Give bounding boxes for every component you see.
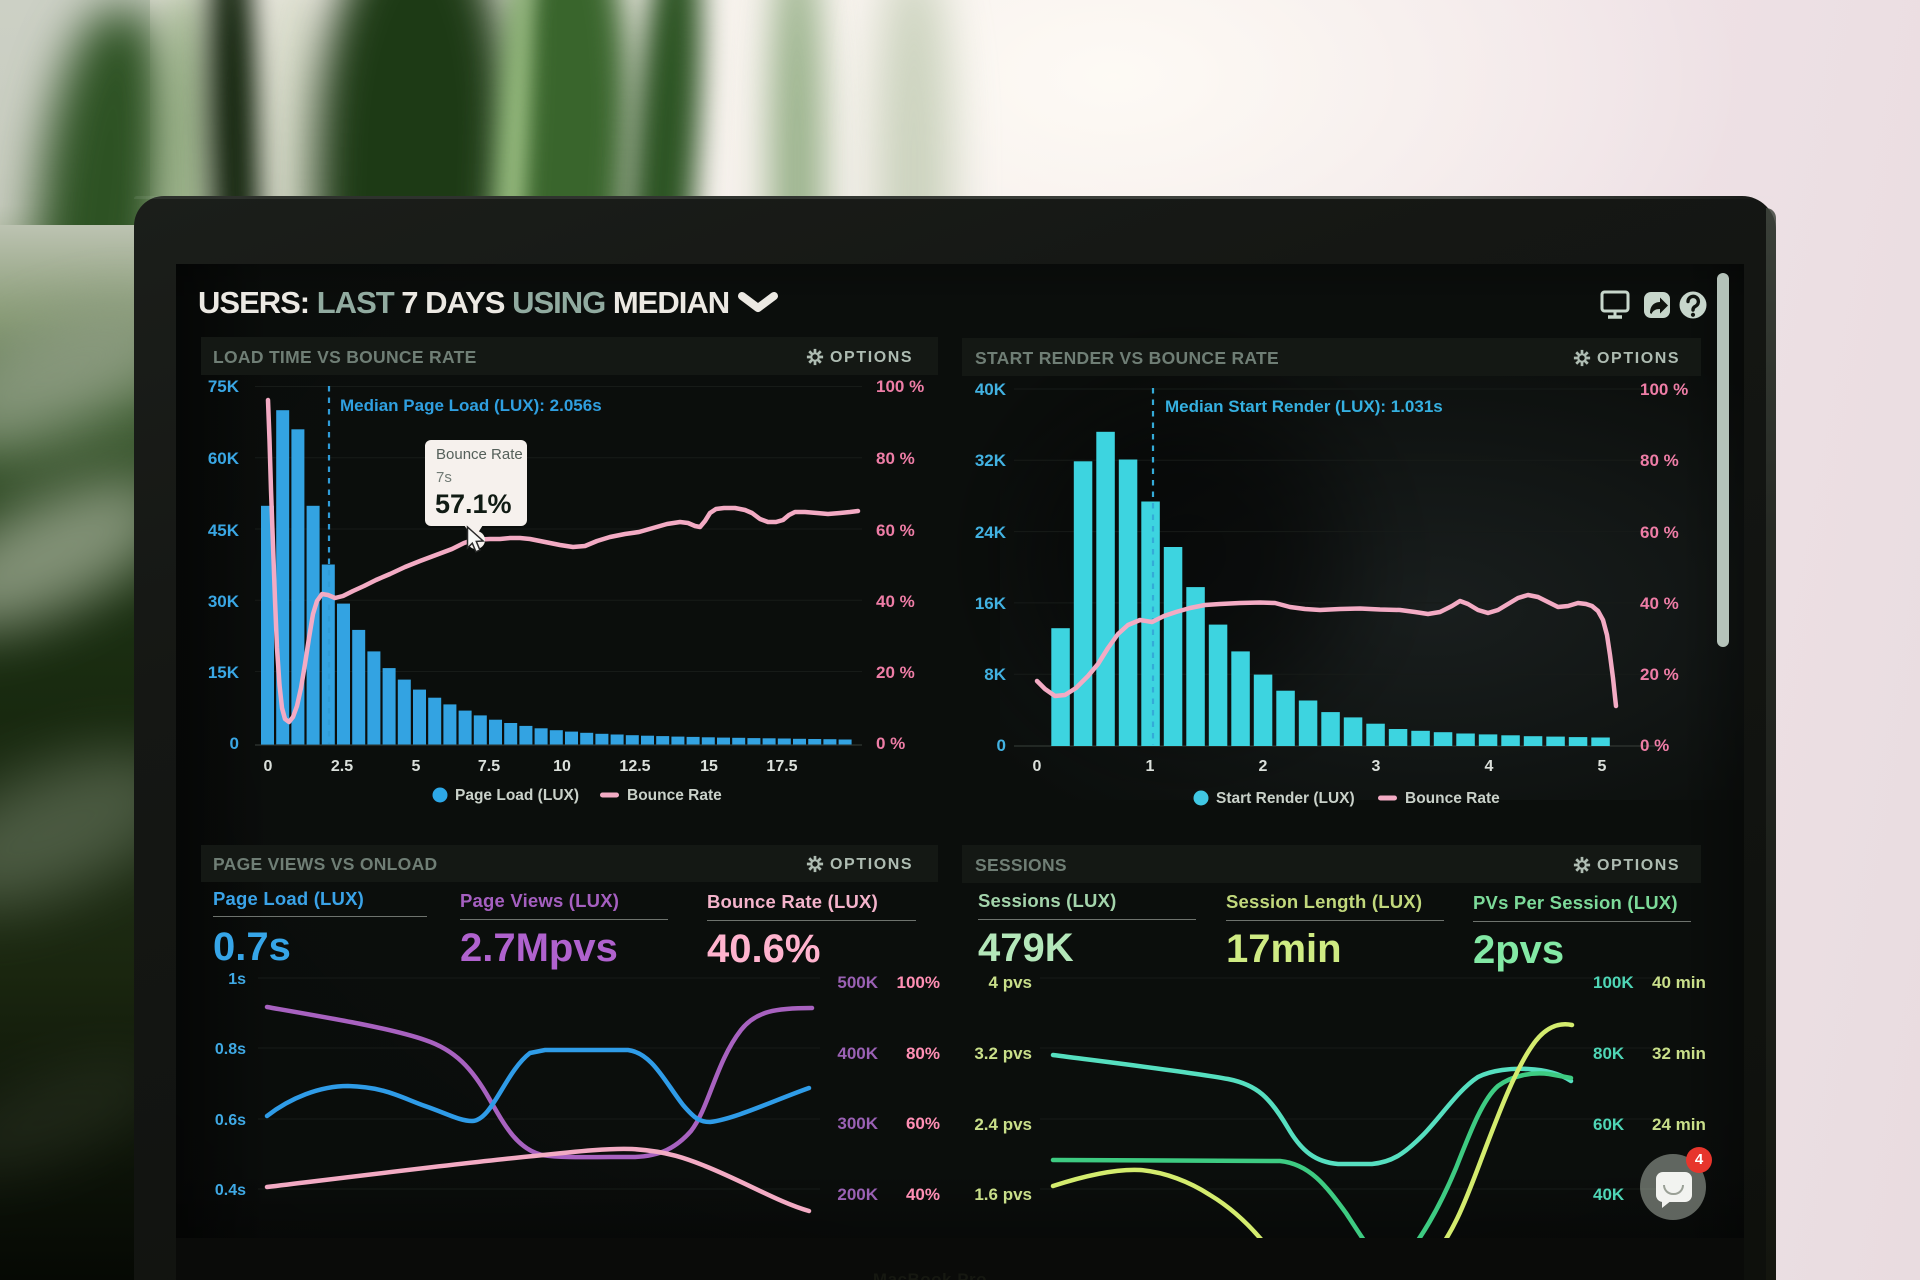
svg-text:8K: 8K [984,665,1006,684]
svg-text:40 %: 40 % [1640,594,1679,613]
svg-text:15: 15 [700,758,718,775]
svg-text:1: 1 [1146,758,1155,775]
svg-text:16K: 16K [975,594,1007,613]
svg-text:60%: 60% [906,1114,940,1133]
svg-text:32K: 32K [975,451,1007,470]
svg-text:15K: 15K [208,663,240,682]
svg-text:80 %: 80 % [1640,451,1679,470]
svg-text:0: 0 [230,734,239,753]
svg-text:0: 0 [997,736,1006,755]
svg-text:40 %: 40 % [876,592,915,611]
svg-text:5: 5 [1598,758,1607,775]
svg-text:75K: 75K [208,377,240,396]
svg-text:80K: 80K [1593,1044,1625,1063]
svg-text:40K: 40K [1593,1185,1625,1204]
svg-text:100%: 100% [897,973,940,992]
svg-text:2.4 pvs: 2.4 pvs [974,1115,1032,1134]
svg-text:10: 10 [553,758,571,775]
svg-text:4 pvs: 4 pvs [989,973,1032,992]
svg-text:12.5: 12.5 [619,758,650,775]
svg-text:0.8s: 0.8s [215,1041,246,1058]
svg-text:Bounce Rate: Bounce Rate [436,446,523,463]
svg-text:20 %: 20 % [876,663,915,682]
svg-text:57.1%: 57.1% [435,489,512,519]
svg-text:300K: 300K [837,1114,878,1133]
svg-text:80 %: 80 % [876,449,915,468]
svg-text:500K: 500K [837,973,878,992]
svg-text:32 min: 32 min [1652,1044,1706,1063]
svg-text:40 min: 40 min [1652,973,1706,992]
svg-text:60 %: 60 % [1640,523,1679,542]
svg-text:40%: 40% [906,1185,940,1204]
svg-text:3: 3 [1372,758,1381,775]
svg-text:Page Load (LUX): Page Load (LUX) [455,787,579,804]
svg-text:20 %: 20 % [1640,665,1679,684]
svg-text:0 %: 0 % [876,734,905,753]
svg-text:2: 2 [1259,758,1268,775]
svg-text:7s: 7s [436,469,452,486]
svg-text:400K: 400K [837,1044,878,1063]
svg-text:60K: 60K [1593,1115,1625,1134]
svg-text:Start Render (LUX): Start Render (LUX) [1216,790,1355,807]
svg-text:0: 0 [264,758,273,775]
svg-text:3.2 pvs: 3.2 pvs [974,1044,1032,1063]
svg-text:1s: 1s [228,971,246,988]
svg-text:100 %: 100 % [876,377,924,396]
svg-text:100K: 100K [1593,973,1634,992]
svg-text:Median Start Render (LUX): 1.0: Median Start Render (LUX): 1.031s [1165,397,1443,416]
svg-text:17.5: 17.5 [766,758,797,775]
svg-text:4: 4 [1485,758,1494,775]
svg-text:24K: 24K [975,523,1007,542]
svg-text:100 %: 100 % [1640,380,1688,399]
svg-text:60 %: 60 % [876,521,915,540]
svg-text:Median Page Load (LUX): 2.056s: Median Page Load (LUX): 2.056s [340,396,602,415]
svg-text:80%: 80% [906,1044,940,1063]
svg-text:Bounce Rate: Bounce Rate [627,787,722,804]
svg-text:2.5: 2.5 [331,758,353,775]
svg-text:1.6 pvs: 1.6 pvs [974,1185,1032,1204]
svg-text:0.4s: 0.4s [215,1182,246,1199]
svg-text:40K: 40K [975,380,1007,399]
svg-text:24 min: 24 min [1652,1115,1706,1134]
svg-text:7.5: 7.5 [478,758,500,775]
svg-text:0 %: 0 % [1640,736,1669,755]
svg-text:30K: 30K [208,592,240,611]
svg-text:45K: 45K [208,521,240,540]
svg-text:Bounce Rate: Bounce Rate [1405,790,1500,807]
svg-text:0: 0 [1033,758,1042,775]
svg-text:0.6s: 0.6s [215,1112,246,1129]
svg-text:200K: 200K [837,1185,878,1204]
svg-text:5: 5 [412,758,421,775]
svg-text:60K: 60K [208,449,240,468]
